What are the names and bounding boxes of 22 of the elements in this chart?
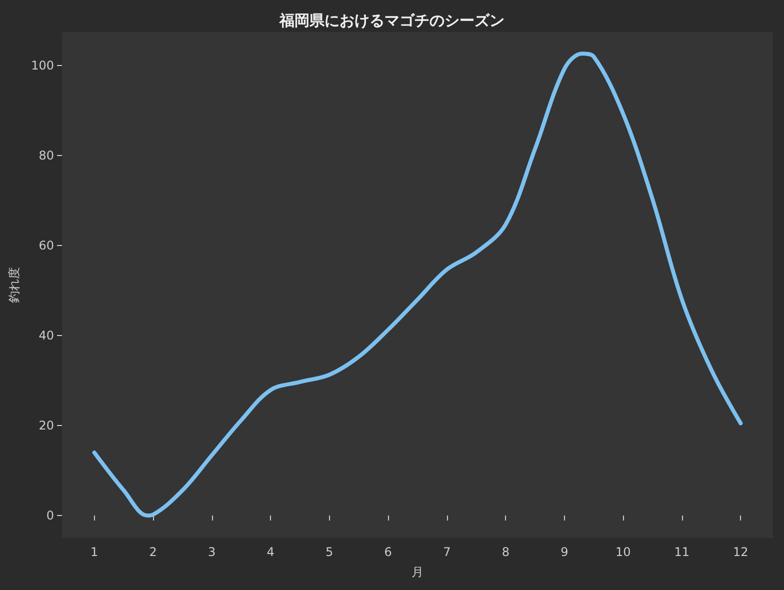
x-tick-label: 11 — [674, 545, 690, 559]
line-series — [92, 52, 743, 518]
x-tick-label: 9 — [560, 545, 568, 559]
y-tick-label: 100 — [31, 58, 54, 73]
chart-title: 福岡県におけるマゴチのシーズン — [278, 12, 504, 30]
x-axis-title: 月 — [412, 565, 424, 579]
x-tick-label: 6 — [384, 545, 392, 559]
x-tick-label: 10 — [616, 545, 631, 559]
y-tick-label: 60 — [38, 238, 54, 253]
x-tick-label: 3 — [208, 545, 216, 559]
x-tick-label: 1 — [90, 545, 98, 559]
y-tick-label: 80 — [38, 148, 54, 163]
x-tick-label: 7 — [443, 545, 451, 559]
y-tick-label: 0 — [46, 508, 54, 523]
x-tick-label: 8 — [502, 545, 510, 559]
x-tick-label: 12 — [733, 545, 748, 559]
y-axis-title: 釣れ度 — [7, 267, 22, 303]
x-tick-label: 5 — [326, 545, 334, 559]
y-tick-label: 40 — [38, 328, 54, 343]
y-tick-label: 20 — [38, 418, 54, 433]
x-tick-label: 2 — [149, 545, 157, 559]
x-tick-label: 4 — [266, 545, 274, 559]
